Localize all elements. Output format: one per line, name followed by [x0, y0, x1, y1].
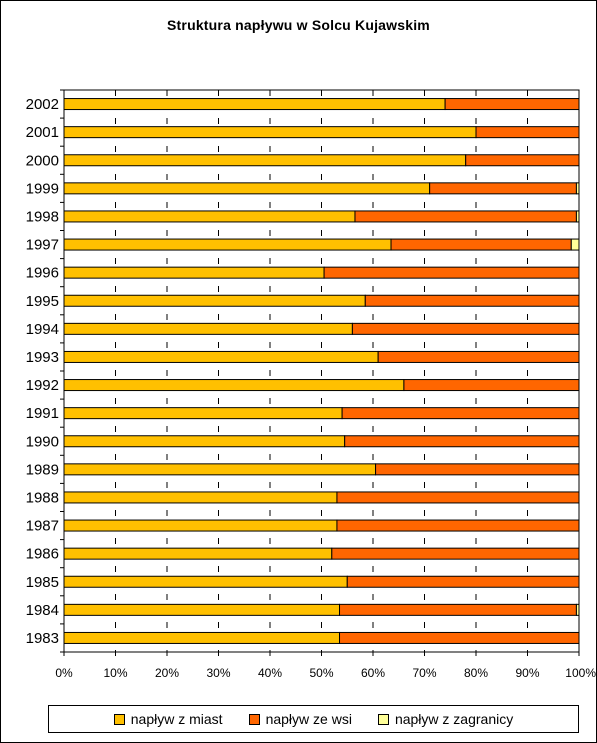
- bar-segment: [63, 322, 353, 335]
- category-label: 1992: [26, 377, 59, 394]
- category-label: 1989: [26, 461, 59, 478]
- bar-segment: [341, 407, 580, 420]
- category-label: 1993: [26, 349, 59, 366]
- x-tick-label: 60%: [361, 666, 385, 680]
- category-label: 1984: [26, 602, 59, 619]
- x-tick-label: 40%: [258, 666, 282, 680]
- bar-segment: [63, 603, 341, 616]
- category-label: 1991: [26, 405, 59, 422]
- category-label: 2002: [26, 96, 59, 113]
- bar-segment: [63, 379, 405, 392]
- bar-segment: [570, 238, 580, 251]
- bar-segment: [63, 266, 325, 279]
- bar-segment: [323, 266, 580, 279]
- category-label: 1996: [26, 265, 59, 282]
- category-label: 2000: [26, 152, 59, 169]
- legend-item-miasta: napływ z miast: [113, 711, 223, 727]
- bar-segment: [63, 350, 379, 363]
- category-label: 1988: [26, 489, 59, 506]
- legend-swatch-zagranica: [377, 713, 389, 725]
- x-tick-label: 20%: [155, 666, 179, 680]
- category-label: 1994: [26, 321, 59, 338]
- legend-label-zagranica: napływ z zagranicy: [394, 711, 514, 727]
- category-label: 1987: [26, 518, 59, 535]
- category-label: 1985: [26, 574, 59, 591]
- category-label: 1986: [26, 546, 59, 563]
- bar-segment: [336, 491, 580, 504]
- category-label: 2001: [26, 124, 59, 141]
- category-label: 1999: [26, 180, 59, 197]
- bar-segment: [344, 435, 580, 448]
- bar-segment: [63, 126, 477, 139]
- bar-segment: [351, 322, 580, 335]
- bar-segment: [377, 350, 580, 363]
- bar-segment: [63, 98, 446, 111]
- bar-segment: [339, 603, 577, 616]
- bar-segment: [346, 575, 580, 588]
- bar-segment: [403, 379, 580, 392]
- category-label: 1997: [26, 237, 59, 254]
- legend-swatch-wies: [248, 713, 260, 725]
- bar-segment: [63, 154, 467, 167]
- bar-segment: [336, 519, 580, 532]
- bar-segment: [354, 210, 577, 223]
- bar-segment: [63, 519, 338, 532]
- x-tick-label: 10%: [103, 666, 127, 680]
- bar-segment: [63, 182, 431, 195]
- x-tick-label: 80%: [464, 666, 488, 680]
- category-label: 1998: [26, 208, 59, 225]
- bar-segment: [63, 294, 366, 307]
- category-label: 1990: [26, 433, 59, 450]
- bar-segment: [375, 463, 580, 476]
- bar-segment: [63, 491, 338, 504]
- x-tick-label: 70%: [412, 666, 436, 680]
- legend-label-miasta: napływ z miast: [130, 711, 223, 727]
- bar-segment: [465, 154, 580, 167]
- legend-label-wies: napływ ze wsi: [265, 711, 352, 727]
- bar-segment: [63, 547, 333, 560]
- x-tick-label: 30%: [206, 666, 230, 680]
- bar-segment: [364, 294, 580, 307]
- bar-segment: [63, 575, 348, 588]
- bar-segment: [390, 238, 572, 251]
- chart-legend: napływ z miast napływ ze wsi napływ z za…: [48, 705, 579, 733]
- x-tick-label: 100%: [565, 666, 596, 680]
- bar-segment: [444, 98, 580, 111]
- bar-segment: [63, 210, 356, 223]
- bar-segment: [63, 407, 343, 420]
- bar-segment: [63, 631, 341, 644]
- legend-item-wies: napływ ze wsi: [248, 711, 352, 727]
- bar-segment: [63, 238, 392, 251]
- bar-segment: [331, 547, 580, 560]
- bar-segment: [429, 182, 577, 195]
- chart-title: Struktura napływu w Solcu Kujawskim: [167, 17, 430, 33]
- legend-swatch-miasta: [113, 713, 125, 725]
- x-tick-label: 90%: [515, 666, 539, 680]
- category-label: 1983: [26, 630, 59, 647]
- bar-segment: [339, 631, 580, 644]
- category-label: 1995: [26, 293, 59, 310]
- bar-segment: [475, 126, 580, 139]
- bar-segment: [63, 463, 377, 476]
- x-tick-label: 50%: [309, 666, 333, 680]
- bar-segment: [63, 435, 346, 448]
- legend-item-zagranica: napływ z zagranicy: [377, 711, 514, 727]
- x-tick-label: 0%: [55, 666, 73, 680]
